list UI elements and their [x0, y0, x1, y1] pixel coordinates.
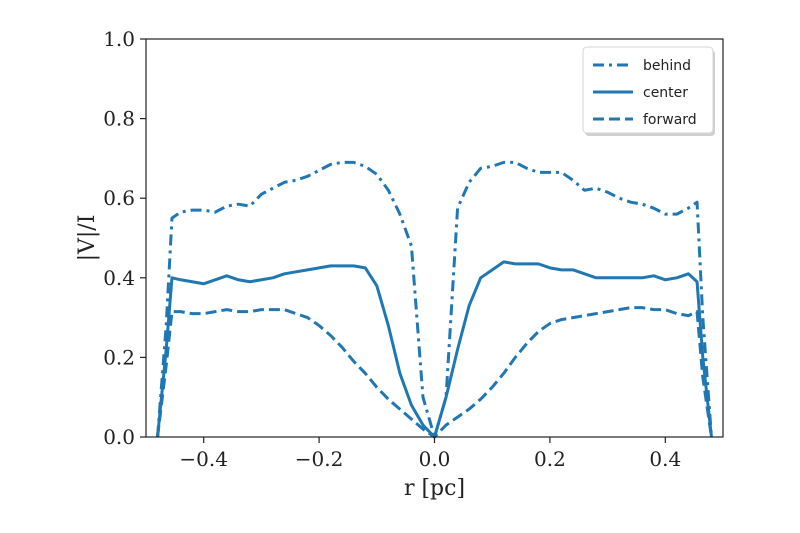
x-tick-label: −0.2 [295, 447, 344, 471]
y-tick-label: 0.0 [103, 425, 135, 449]
x-tick-label: 0.2 [534, 447, 566, 471]
legend-box [582, 46, 714, 134]
series-line-forward [156, 306, 713, 439]
y-tick-label: 0.2 [103, 345, 135, 369]
x-tick-label: 0.4 [649, 447, 681, 471]
legend-label-behind: behind [643, 58, 691, 74]
y-tick-label: 0.6 [103, 186, 135, 210]
series-line-behind [156, 160, 713, 439]
x-tick-label: 0.0 [419, 447, 451, 471]
y-axis-label: |V|/I [75, 215, 100, 262]
x-axis: −0.4 −0.2 0.0 0.2 0.4 [179, 437, 681, 471]
plot-lines [156, 160, 713, 439]
y-tick-label: 0.4 [103, 266, 135, 290]
y-tick-label: 0.8 [103, 107, 135, 131]
legend-label-forward: forward [643, 112, 697, 128]
legend: behind center forward [582, 46, 715, 136]
y-tick-label: 1.0 [103, 27, 135, 51]
legend-label-center: center [643, 85, 688, 101]
x-tick-label: −0.4 [179, 447, 228, 471]
series-line-center [156, 260, 713, 439]
x-axis-label: r [pc] [404, 476, 465, 501]
y-axis: 0.0 0.2 0.4 0.6 0.8 1.0 [103, 27, 146, 449]
